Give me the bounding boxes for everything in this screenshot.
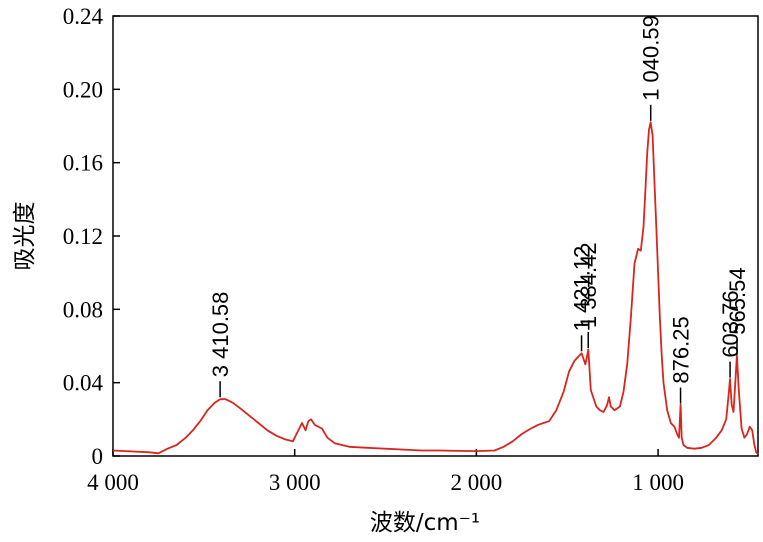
peak-label: 1 040.59 bbox=[639, 15, 664, 101]
x-tick-label: 4 000 bbox=[87, 470, 139, 495]
y-tick-label: 0.08 bbox=[63, 297, 103, 322]
spectrum-line bbox=[112, 121, 759, 455]
y-tick-label: 0.16 bbox=[63, 151, 103, 176]
x-axis-ticks: 4 000 3 000 2 000 1 000 bbox=[87, 449, 684, 495]
x-tick-label: 2 000 bbox=[451, 470, 503, 495]
x-tick-label: 3 000 bbox=[269, 470, 321, 495]
x-tick-label: 1 000 bbox=[632, 470, 684, 495]
y-tick-label: 0.04 bbox=[63, 371, 104, 396]
y-tick-label: 0.12 bbox=[63, 224, 103, 249]
y-tick-label: 0 bbox=[92, 444, 104, 469]
peak-label: 876.25 bbox=[669, 316, 694, 383]
peak-label: 565.54 bbox=[725, 267, 750, 334]
peak-label: 3 410.58 bbox=[208, 292, 233, 378]
peak-label: 1 421.12 bbox=[570, 246, 595, 332]
peak-label: 1 384.42 bbox=[576, 242, 601, 328]
peak-annotations: 3 410.58 1 421.121 384.42 1 040.59 876.25 60… bbox=[208, 15, 750, 404]
y-tick-label: 0.24 bbox=[63, 4, 104, 29]
x-axis-title: 波数/cm⁻¹ bbox=[370, 510, 480, 536]
peak-label: 603.76 bbox=[718, 290, 743, 357]
y-tick-label: 0.20 bbox=[63, 77, 103, 102]
y-axis-title: 吸光度 bbox=[12, 202, 38, 271]
y-axis-ticks: 0 0.04 0.08 0.12 0.16 0.20 0.24 bbox=[63, 4, 120, 469]
